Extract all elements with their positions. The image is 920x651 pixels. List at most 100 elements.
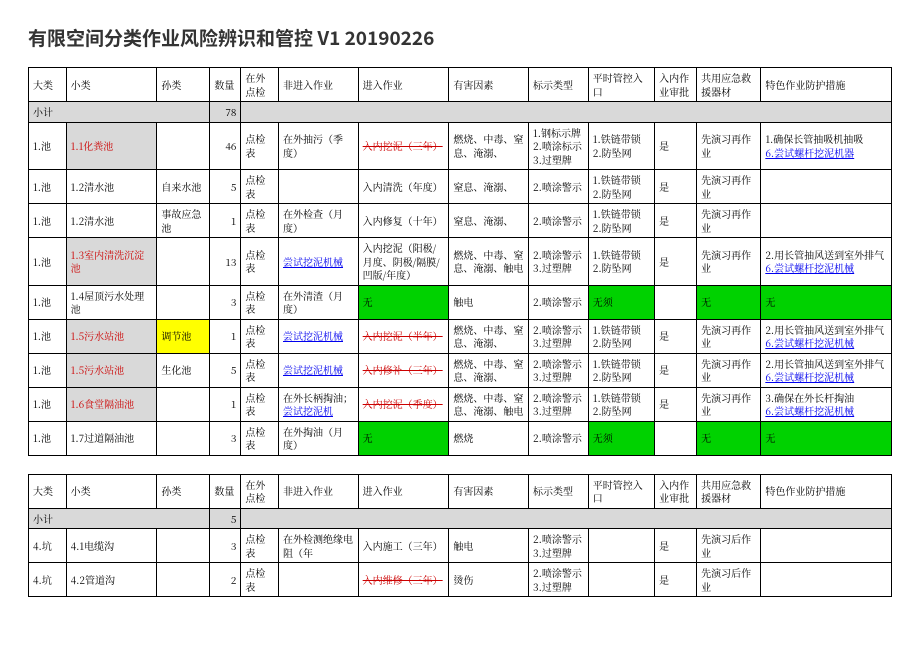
table-cell: 入内施工（三年） <box>358 529 449 563</box>
table-cell: 先演习再作业 <box>697 122 761 170</box>
table-cell: 先演习再作业 <box>697 353 761 387</box>
table-cell: 平时管控入口 <box>588 474 654 508</box>
table-cell: 1.铁链带锁2.防坠网 <box>588 353 654 387</box>
table-cell: 1.钢标示牌2.喷涂标示3.过塑牌 <box>529 122 589 170</box>
table-cell: 平时管控入口 <box>588 68 654 102</box>
page-title: 有限空间分类作业风险辨识和管控 V1 20190226 <box>28 24 892 51</box>
table-row: 1.池1.2清水池事故应急池1点检表在外检查（月度）入内修复（十年）窒息、淹溺、… <box>29 204 892 238</box>
table-cell: 1.铁链带锁2.防坠网 <box>588 170 654 204</box>
table-cell: 1.铁链带锁2.防坠网 <box>588 238 654 286</box>
table-cell: 点检表 <box>241 204 279 238</box>
table-cell <box>279 170 359 204</box>
table-cell: 点检表 <box>241 387 279 421</box>
table-cell: 点检表 <box>241 421 279 455</box>
table-cell: 4.坑 <box>29 529 67 563</box>
table-cell <box>157 122 210 170</box>
table-row: 1.池1.1化粪池46点检表在外抽污（季度）入内挖泥（三年）燃烧、中毒、窒息、淹… <box>29 122 892 170</box>
table-cell: 1.池 <box>29 285 67 319</box>
table-cell: 4.1电缆沟 <box>66 529 157 563</box>
table-cell <box>157 529 210 563</box>
table-cell: 点检表 <box>241 353 279 387</box>
table-cell: 是 <box>655 319 697 353</box>
table-cell <box>655 285 697 319</box>
table-cell: 先演习再作业 <box>697 170 761 204</box>
table-cell <box>761 170 892 204</box>
table-cell: 非进入作业 <box>279 474 359 508</box>
table-cell: 共用应急救援器材 <box>697 474 761 508</box>
table-cell: 是 <box>655 387 697 421</box>
table-cell: 进入作业 <box>358 474 449 508</box>
table-cell: 1.池 <box>29 353 67 387</box>
table-cell: 2.喷涂警示 <box>529 421 589 455</box>
table-cell: 2.喷涂警示3.过塑牌 <box>529 563 589 597</box>
table-cell <box>761 529 892 563</box>
table-cell: 燃烧、中毒、窒息、淹溺、 <box>449 122 529 170</box>
table-cell: 无须 <box>588 285 654 319</box>
table-cell: 1.7过道隔油池 <box>66 421 157 455</box>
table-row: 1.池1.4屋顶污水处理池3点检表在外清渣（月度）无触电2.喷涂警示无须无无 <box>29 285 892 319</box>
table-cell: 在外长柄掏油；尝试挖泥机 <box>279 387 359 421</box>
table-cell: 进入作业 <box>358 68 449 102</box>
table-cell: 数量 <box>210 474 241 508</box>
table-cell: 燃烧、中毒、窒息、淹溺、 <box>449 353 529 387</box>
table-cell: 入内维修（三年） <box>358 563 449 597</box>
subtotal-row: 小计78 <box>29 102 892 123</box>
table-cell: 先演习后作业 <box>697 563 761 597</box>
table-cell: 小类 <box>66 474 157 508</box>
table-row: 1.池1.6食堂隔油池1点检表在外长柄掏油；尝试挖泥机入内挖泥（季度）燃烧、中毒… <box>29 387 892 421</box>
table-cell <box>157 387 210 421</box>
table-cell: 数量 <box>210 68 241 102</box>
table-cell: 入内清洗（年度） <box>358 170 449 204</box>
table-cell: 2.喷涂警示3.过塑牌 <box>529 238 589 286</box>
table-cell: 点检表 <box>241 238 279 286</box>
table-cell: 在外检查（月度） <box>279 204 359 238</box>
table-cell: 1.池 <box>29 204 67 238</box>
table-cell: 共用应急救援器材 <box>697 68 761 102</box>
table-cell <box>588 529 654 563</box>
table-cell: 特色作业防护措施 <box>761 474 892 508</box>
table-cell: 2.喷涂警示 <box>529 285 589 319</box>
table-cell: 1.3室内清洗沉淀池 <box>66 238 157 286</box>
table-cell: 小类 <box>66 68 157 102</box>
table-cell: 是 <box>655 353 697 387</box>
table-cell: 1.铁链带锁2.防坠网 <box>588 204 654 238</box>
table-cell: 小计 <box>29 508 210 529</box>
table-cell: 无须 <box>588 421 654 455</box>
table-cell: 触电 <box>449 529 529 563</box>
table-cell: 2.喷涂警示3.过塑牌 <box>529 353 589 387</box>
table-cell: 孙类 <box>157 474 210 508</box>
table-cell: 自来水池 <box>157 170 210 204</box>
table-row: 4.坑4.1电缆沟3点检表在外检测绝缘电阻（年入内施工（三年）触电2.喷涂警示3… <box>29 529 892 563</box>
table-cell: 入内修复（十年） <box>358 204 449 238</box>
table-cell: 非进入作业 <box>279 68 359 102</box>
table-cell: 事故应急池 <box>157 204 210 238</box>
table-cell: 燃烧 <box>449 421 529 455</box>
table-cell: 烫伤 <box>449 563 529 597</box>
table-cell: 无 <box>358 421 449 455</box>
table-cell: 1.铁链带锁2.防坠网 <box>588 387 654 421</box>
table-cell: 有害因素 <box>449 68 529 102</box>
table-cell: 1.5污水站池 <box>66 353 157 387</box>
table-cell: 5 <box>210 353 241 387</box>
table-cell: 2.喷涂警示 <box>529 170 589 204</box>
table-cell: 1 <box>210 204 241 238</box>
table-cell: 2.喷涂警示3.过塑牌 <box>529 387 589 421</box>
table-row: 1.池1.7过道隔油池3点检表在外掏油（月度）无燃烧2.喷涂警示无须无无 <box>29 421 892 455</box>
table-cell: 点检表 <box>241 529 279 563</box>
table-cell: 点检表 <box>241 285 279 319</box>
table-cell: 先演习后作业 <box>697 529 761 563</box>
table-header: 大类小类孙类数量在外点检非进入作业进入作业有害因素标示类型平时管控入口入内作业审… <box>29 474 892 508</box>
table-cell: 标示类型 <box>529 68 589 102</box>
table-cell: 1.5污水站池 <box>66 319 157 353</box>
table-cell: 是 <box>655 204 697 238</box>
table-cell: 窒息、淹溺、 <box>449 204 529 238</box>
table-cell: 1.2清水池 <box>66 204 157 238</box>
table-cell: 1.4屋顶污水处理池 <box>66 285 157 319</box>
table-cell: 窒息、淹溺、 <box>449 170 529 204</box>
table-cell <box>241 508 892 529</box>
table-cell: 78 <box>210 102 241 123</box>
table-cell: 1.确保长管抽吸机抽吸6.尝试螺杆挖泥机器 <box>761 122 892 170</box>
table-cell: 先演习再作业 <box>697 319 761 353</box>
table-cell: 无 <box>761 421 892 455</box>
table-cell: 46 <box>210 122 241 170</box>
